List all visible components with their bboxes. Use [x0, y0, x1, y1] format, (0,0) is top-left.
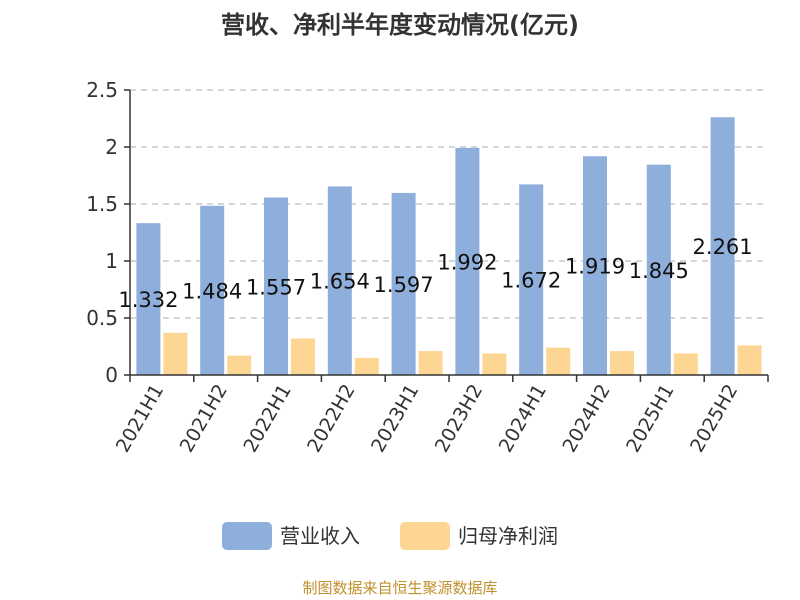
- legend: 营业收入 归母净利润: [222, 522, 558, 550]
- bar-net-profit: [546, 347, 571, 375]
- bar-net-profit: [737, 345, 762, 375]
- source-note: 制图数据来自恒生聚源数据库: [302, 579, 497, 597]
- bar-net-profit: [610, 351, 634, 375]
- data-label: 1.654: [310, 270, 370, 294]
- data-label: 1.557: [246, 275, 306, 299]
- bar-revenue: [327, 186, 352, 375]
- bar-revenue: [200, 205, 225, 375]
- x-tick-label: 2024H2: [558, 381, 614, 457]
- data-labels: 1.332 1.484 1.557 1.654 1.5971.9921.6721.919…: [118, 235, 752, 312]
- data-label: 1.332: [118, 288, 178, 312]
- x-tick-label: 2022H1: [239, 381, 295, 457]
- x-tick-label: 2022H2: [303, 381, 359, 457]
- x-tick-label: 2023H1: [367, 381, 423, 457]
- bars: [136, 117, 762, 375]
- data-label: 1.919: [565, 255, 625, 279]
- y-tick-label: 1.5: [86, 192, 118, 216]
- y-tick-label: 1: [105, 249, 118, 273]
- bar-net-profit: [291, 338, 315, 375]
- bar-revenue: [710, 117, 735, 375]
- legend-label: 归母净利润: [458, 524, 558, 548]
- x-tick-label: 2021H2: [176, 381, 232, 457]
- bar-revenue: [646, 164, 671, 375]
- bar-revenue: [391, 192, 416, 375]
- bar-net-profit: [227, 355, 252, 375]
- x-tick-labels: 2021H1 2021H2 2022H1 2022H2 2023H1 2023H2 2024…: [112, 381, 743, 457]
- bar-net-profit: [482, 353, 507, 375]
- y-tick-label: 0: [105, 363, 118, 387]
- chart-title: 营收、净利半年度变动情况(亿元): [221, 11, 579, 39]
- data-label: 1.845: [629, 259, 689, 283]
- data-label: 2.261: [693, 235, 753, 259]
- y-tick-label: 2: [105, 135, 118, 159]
- data-label: 1.484: [182, 279, 242, 303]
- x-tick-label: 2023H2: [431, 381, 487, 457]
- y-tick-label: 2.5: [86, 78, 118, 102]
- data-label: 1.597: [374, 273, 434, 297]
- bar-net-profit: [673, 353, 698, 375]
- bar-revenue: [264, 197, 288, 375]
- y-tick-labels: 0 0.5 1 1.5 2 2.5: [86, 78, 118, 387]
- y-tick-label: 0.5: [86, 306, 118, 330]
- x-tick-label: 2025H1: [622, 381, 678, 457]
- bar-net-profit: [163, 332, 188, 375]
- legend-swatch: [222, 522, 272, 550]
- bar-revenue: [455, 147, 480, 375]
- x-tick-label: 2025H2: [686, 381, 742, 457]
- axes: [124, 89, 769, 382]
- legend-swatch: [400, 522, 450, 550]
- bar-net-profit: [354, 357, 379, 375]
- legend-label: 营业收入: [280, 524, 360, 548]
- bar-net-profit: [418, 351, 443, 375]
- data-label: 1.672: [501, 269, 561, 293]
- data-label: 1.992: [437, 250, 497, 274]
- bar-revenue: [136, 223, 161, 375]
- bar-revenue: [583, 156, 607, 375]
- x-tick-label: 2024H1: [495, 381, 551, 457]
- x-tick-label: 2021H1: [112, 381, 168, 457]
- bar-revenue: [519, 184, 544, 375]
